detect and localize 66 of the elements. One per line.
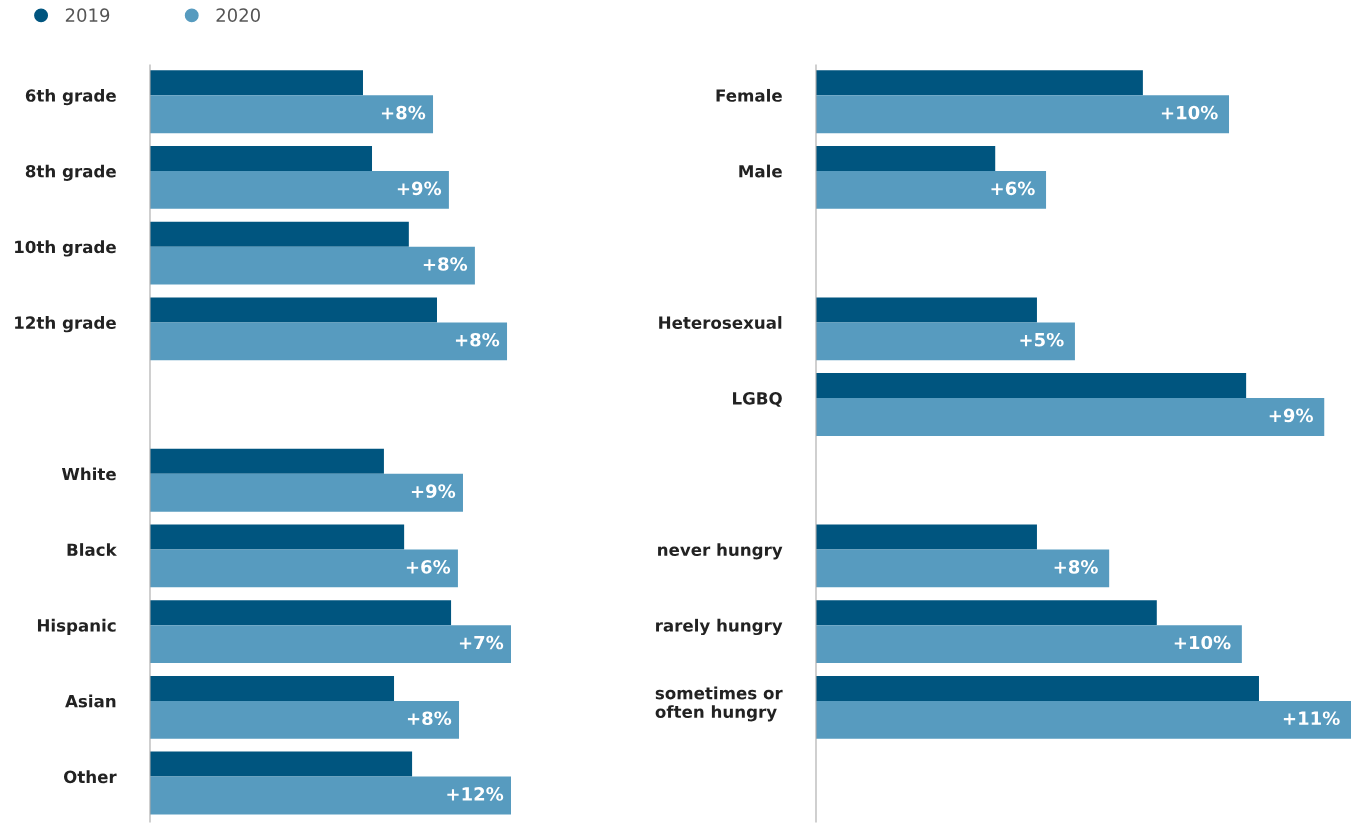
bar [150, 448, 384, 474]
y-tick-label: Black [67, 543, 117, 557]
y-tick-label: Other [63, 770, 117, 784]
bar [816, 398, 1325, 436]
bar [816, 700, 1351, 739]
annotation: +9% [1269, 408, 1313, 423]
annotation: +5% [1020, 332, 1064, 347]
bar [816, 170, 1047, 209]
y-tick-label: LGBQ [733, 392, 782, 407]
y-tick-label: 8th grade [25, 164, 116, 181]
annotation: +10% [1161, 105, 1218, 120]
bar [816, 675, 1259, 701]
bar [150, 751, 413, 777]
y-tick-label: rarely hungry [656, 618, 783, 636]
y-tick-label: Heterosexual [659, 316, 782, 329]
bar [816, 524, 1037, 550]
bar [816, 373, 1247, 399]
annotation: +7% [459, 635, 504, 650]
bar [150, 524, 405, 550]
y-tick-label: 6th grade [25, 88, 116, 106]
bar [150, 246, 475, 285]
y-tick-label: Asian [65, 694, 116, 708]
y-tick-label: White [61, 467, 116, 481]
bar [816, 297, 1037, 323]
bar [150, 95, 434, 134]
legend-label: 2019 [65, 8, 110, 22]
annotation: +11% [1283, 711, 1340, 726]
bar [150, 473, 463, 512]
bar [150, 776, 511, 815]
y-tick-label: never hungry [658, 543, 783, 560]
y-tick-label: Female [716, 88, 782, 102]
legend-label: 2020 [216, 8, 260, 22]
annotation: +8% [381, 105, 426, 120]
bar [816, 70, 1143, 96]
annotation: +8% [407, 711, 452, 726]
annotation: +10% [1174, 635, 1231, 650]
bar [150, 146, 373, 171]
bar [816, 600, 1157, 626]
bar [150, 170, 449, 209]
bar [816, 146, 996, 171]
bar [150, 70, 363, 96]
bar [150, 625, 511, 664]
y-tick-label: sometimes or often hungry [655, 686, 783, 722]
annotation: +9% [411, 484, 456, 498]
bar [150, 675, 395, 701]
annotation: +8% [1054, 559, 1098, 574]
y-tick-label: 10th grade [15, 240, 116, 257]
bar [816, 625, 1242, 664]
y-tick-label: 12th grade [15, 316, 116, 333]
bar [816, 549, 1110, 588]
annotation: +6% [991, 181, 1035, 196]
annotation: +8% [455, 332, 500, 347]
annotation: +9% [397, 181, 442, 196]
annotation: +6% [406, 559, 451, 574]
bar [150, 297, 437, 323]
annotation: +8% [423, 257, 468, 271]
bar [150, 600, 452, 626]
bar [816, 322, 1075, 361]
annotation: +12% [447, 787, 504, 801]
bar [150, 322, 508, 361]
y-tick-label: Male [739, 164, 782, 178]
bar [150, 221, 409, 247]
bar [150, 549, 458, 588]
bar [150, 700, 460, 739]
bar [816, 95, 1230, 134]
y-tick-label: Hispanic [37, 618, 116, 635]
